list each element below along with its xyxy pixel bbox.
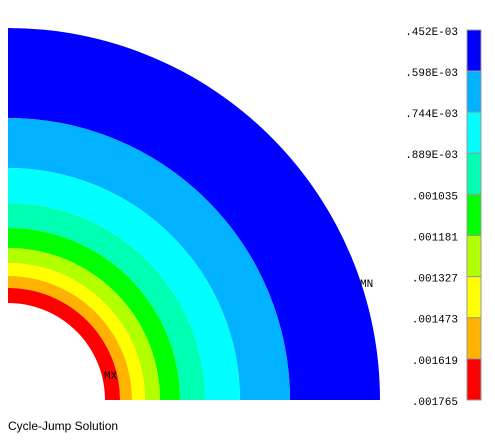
legend-label: .744E-03	[405, 109, 458, 121]
min-marker: MN	[360, 279, 373, 291]
legend-swatch	[466, 235, 482, 278]
legend-label: .452E-03	[405, 27, 458, 39]
contour-band	[8, 28, 380, 400]
contour-band	[8, 203, 205, 400]
contour-band	[8, 228, 180, 400]
legend-label: .001473	[412, 315, 458, 327]
legend-swatch	[466, 70, 482, 113]
legend-swatch	[466, 317, 482, 360]
max-marker: MX	[104, 371, 118, 383]
legend-swatch	[466, 276, 482, 319]
contour-band	[8, 248, 160, 400]
legend-swatch	[466, 152, 482, 195]
contour-band	[8, 288, 120, 400]
legend-swatch	[466, 193, 482, 237]
legend-label: .001765	[412, 397, 458, 409]
legend-label: .001327	[412, 274, 458, 286]
legend-label: .889E-03	[405, 150, 458, 162]
contour-band	[8, 118, 290, 400]
legend-label: .001619	[412, 356, 458, 368]
contour-band	[8, 263, 145, 400]
legend-label: .001181	[412, 232, 459, 244]
contour-band	[8, 276, 132, 400]
legend-swatch	[466, 358, 482, 401]
legend-label: .001035	[412, 191, 458, 203]
caption: Cycle-Jump Solution	[8, 419, 118, 433]
contour-band	[8, 168, 240, 400]
legend-swatch	[466, 29, 482, 72]
legend-swatch	[466, 111, 482, 154]
legend-label: .598E-03	[405, 68, 458, 80]
